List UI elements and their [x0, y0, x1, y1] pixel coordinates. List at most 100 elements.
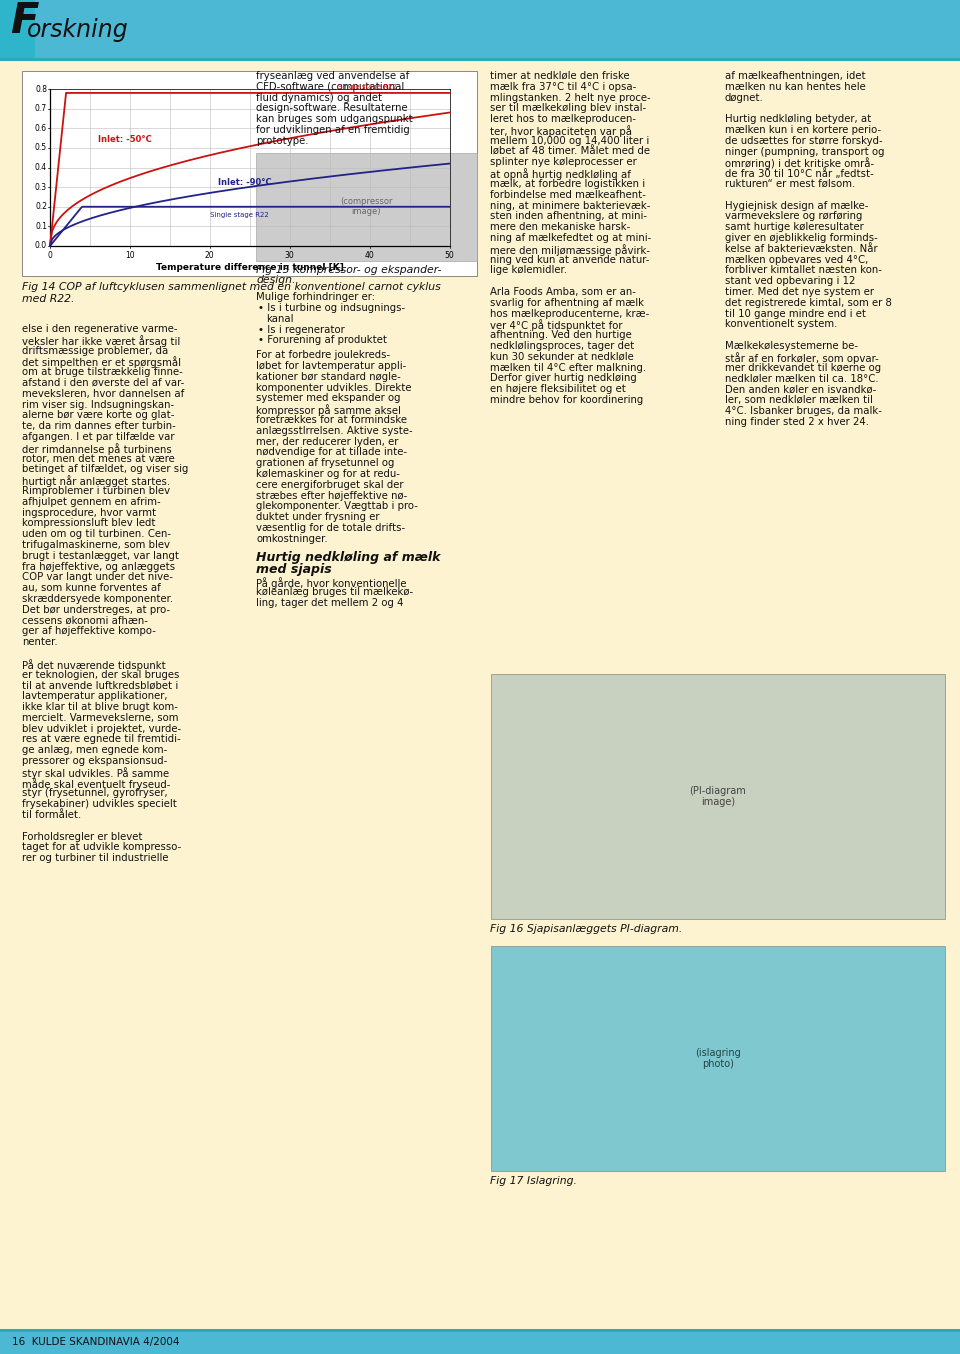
Text: Arla Foods Amba, som er an-: Arla Foods Amba, som er an-	[491, 287, 636, 297]
Text: Single stage R22: Single stage R22	[338, 84, 396, 89]
Bar	[31, 0, 32, 58]
Bar	[30, 0, 31, 58]
Text: måde skal eventuelt fryseud-: måde skal eventuelt fryseud-	[22, 777, 170, 789]
Text: timer at nedkløle den friske: timer at nedkløle den friske	[491, 70, 630, 81]
Text: 0.2: 0.2	[35, 202, 47, 211]
Bar	[7, 0, 8, 58]
Text: svarlig for afhentning af mælk: svarlig for afhentning af mælk	[491, 298, 644, 307]
Bar	[0, 1330, 960, 1332]
Text: hurtigt når anlægget startes.: hurtigt når anlægget startes.	[22, 475, 170, 487]
Text: sten inden afhentning, at mini-: sten inden afhentning, at mini-	[491, 211, 647, 222]
Text: det registrerede kimtal, som er 8: det registrerede kimtal, som er 8	[725, 298, 892, 307]
Text: glekomponenter. Vægttab i pro-: glekomponenter. Vægttab i pro-	[256, 501, 419, 512]
Text: På det nuværende tidspunkt: På det nuværende tidspunkt	[22, 659, 166, 670]
Bar	[14, 0, 15, 58]
Text: kun 30 sekunder at nedkløle: kun 30 sekunder at nedkløle	[491, 352, 635, 362]
Text: kelse af bakterievæksten. Når: kelse af bakterievæksten. Når	[725, 244, 877, 253]
Text: stant ved opbevaring i 12: stant ved opbevaring i 12	[725, 276, 855, 286]
Text: 0.6: 0.6	[35, 123, 47, 133]
Text: er teknologien, der skal bruges: er teknologien, der skal bruges	[22, 670, 180, 680]
Text: giver en øjeblikkelig forminds-: giver en øjeblikkelig forminds-	[725, 233, 877, 242]
Text: grationen af frysetunnel og: grationen af frysetunnel og	[256, 458, 395, 468]
Text: at opnå hurtig nedkløling af: at opnå hurtig nedkløling af	[491, 168, 632, 180]
Bar	[2, 0, 3, 58]
Bar	[34, 0, 35, 58]
Bar	[5, 0, 6, 58]
Bar	[19, 0, 20, 58]
Bar	[22, 70, 476, 276]
Bar	[1, 0, 2, 58]
Text: orskning: orskning	[27, 18, 129, 42]
Text: design-software. Resultaterne: design-software. Resultaterne	[256, 103, 408, 114]
Text: mælken til 4°C efter malkning.: mælken til 4°C efter malkning.	[491, 363, 647, 372]
Text: anlægsstlrrelsen. Aktive syste-: anlægsstlrrelsen. Aktive syste-	[256, 425, 413, 436]
Text: står af en forkøler, som opvar-: står af en forkøler, som opvar-	[725, 352, 878, 364]
Text: 0.1: 0.1	[35, 222, 47, 232]
Text: kan bruges som udgangspunkt: kan bruges som udgangspunkt	[256, 114, 413, 125]
Text: 20: 20	[205, 250, 215, 260]
Text: mlingstanken. 2 helt nye proce-: mlingstanken. 2 helt nye proce-	[491, 92, 651, 103]
Bar	[10, 0, 11, 58]
Text: For at forbedre joulekreds-: For at forbedre joulekreds-	[256, 351, 391, 360]
Text: til formålet.: til formålet.	[22, 810, 82, 821]
Text: rotor, men det menes at være: rotor, men det menes at være	[22, 454, 175, 463]
Text: ling, tager det mellem 2 og 4: ling, tager det mellem 2 og 4	[256, 598, 404, 608]
Text: om at bruge tilstrækkelig finne-: om at bruge tilstrækkelig finne-	[22, 367, 182, 378]
Text: else i den regenerative varme-: else i den regenerative varme-	[22, 324, 178, 334]
Text: mere den mekaniske harsk-: mere den mekaniske harsk-	[491, 222, 631, 232]
Text: styr skal udvikles. På samme: styr skal udvikles. På samme	[22, 766, 169, 779]
Text: Hurtig nedkløling betyder, at: Hurtig nedkløling betyder, at	[725, 114, 871, 125]
Text: ning finder sted 2 x hver 24.: ning finder sted 2 x hver 24.	[725, 417, 869, 427]
Text: mer, der reducerer lyden, er: mer, der reducerer lyden, er	[256, 436, 398, 447]
Bar	[6, 0, 7, 58]
Text: cere energiforbruget skal der: cere energiforbruget skal der	[256, 479, 404, 490]
Text: det simpelthen er et spørgsmål: det simpelthen er et spørgsmål	[22, 356, 181, 368]
Bar	[0, 0, 960, 58]
Text: duktet under frysning er: duktet under frysning er	[256, 512, 380, 523]
Text: betinget af tilfældet, og viser sig: betinget af tilfældet, og viser sig	[22, 464, 188, 474]
Text: nedklølingsproces, tager det: nedklølingsproces, tager det	[491, 341, 635, 351]
Text: nødvendige for at tillade inte-: nødvendige for at tillade inte-	[256, 447, 407, 458]
Text: væsentlig for de totale drifts-: væsentlig for de totale drifts-	[256, 523, 405, 533]
Text: au, som kunne forventes af: au, som kunne forventes af	[22, 584, 160, 593]
Text: prototype.: prototype.	[256, 135, 309, 146]
Text: trifugalmaskinerne, som blev: trifugalmaskinerne, som blev	[22, 540, 170, 550]
Text: (PI-diagram
image): (PI-diagram image)	[689, 785, 746, 807]
Text: hos mælkeproducenterne, kræ-: hos mælkeproducenterne, kræ-	[491, 309, 650, 318]
Text: styr (frysetunnel, gyrofryser,: styr (frysetunnel, gyrofryser,	[22, 788, 168, 799]
Text: med sjapis: med sjapis	[256, 563, 332, 575]
Bar	[27, 0, 28, 58]
Text: timer. Med det nye system er: timer. Med det nye system er	[725, 287, 874, 297]
Text: cessens økonomi afhæn-: cessens økonomi afhæn-	[22, 616, 148, 626]
Text: rukturen“ er mest følsom.: rukturen“ er mest følsom.	[725, 179, 855, 190]
Text: blev udviklet i projektet, vurde-: blev udviklet i projektet, vurde-	[22, 723, 181, 734]
Text: afgangen. I et par tilfælde var: afgangen. I et par tilfælde var	[22, 432, 175, 441]
Bar	[0, 0, 35, 58]
Bar	[29, 0, 30, 58]
Text: pressorer og ekspansionsud-: pressorer og ekspansionsud-	[22, 756, 167, 766]
Bar	[22, 0, 23, 58]
Bar	[32, 0, 33, 58]
Text: løbet for lavtemperatur appli-: løbet for lavtemperatur appli-	[256, 362, 406, 371]
Text: ning ved kun at anvende natur-: ning ved kun at anvende natur-	[491, 255, 650, 264]
Text: varmevekslere og rørføring: varmevekslere og rørføring	[725, 211, 862, 222]
Bar	[4, 0, 5, 58]
Text: omrøring) i det kritiske områ-: omrøring) i det kritiske områ-	[725, 157, 874, 169]
Text: meveksleren, hvor dannelsen af: meveksleren, hvor dannelsen af	[22, 389, 184, 399]
Text: • Forurening af produktet: • Forurening af produktet	[258, 336, 387, 345]
Text: af mælkeafhentningen, idet: af mælkeafhentningen, idet	[725, 70, 865, 81]
Text: nedkløler mælken til ca. 18°C.: nedkløler mælken til ca. 18°C.	[725, 374, 878, 383]
Text: til 10 gange mindre end i et: til 10 gange mindre end i et	[725, 309, 866, 318]
Bar	[0, 1332, 960, 1354]
Text: ning, at minimere bakterievæk-: ning, at minimere bakterievæk-	[491, 200, 651, 211]
Text: CFD-software (computational: CFD-software (computational	[256, 81, 404, 92]
Text: Det bør understreges, at pro-: Det bør understreges, at pro-	[22, 605, 170, 615]
Text: Hygiejnisk design af mælke-: Hygiejnisk design af mælke-	[725, 200, 868, 211]
Text: kølemaskiner og for at redu-: kølemaskiner og for at redu-	[256, 468, 400, 479]
Text: mælk fra 37°C til 4°C i opsa-: mælk fra 37°C til 4°C i opsa-	[491, 81, 636, 92]
Bar	[9, 0, 10, 58]
Text: ger af højeffektive kompo-: ger af højeffektive kompo-	[22, 627, 156, 636]
Text: 50: 50	[444, 250, 454, 260]
Text: Hurtig nedkløling af mælk: Hurtig nedkløling af mælk	[256, 551, 441, 563]
Text: mælken opbevares ved 4°C,: mælken opbevares ved 4°C,	[725, 255, 868, 264]
